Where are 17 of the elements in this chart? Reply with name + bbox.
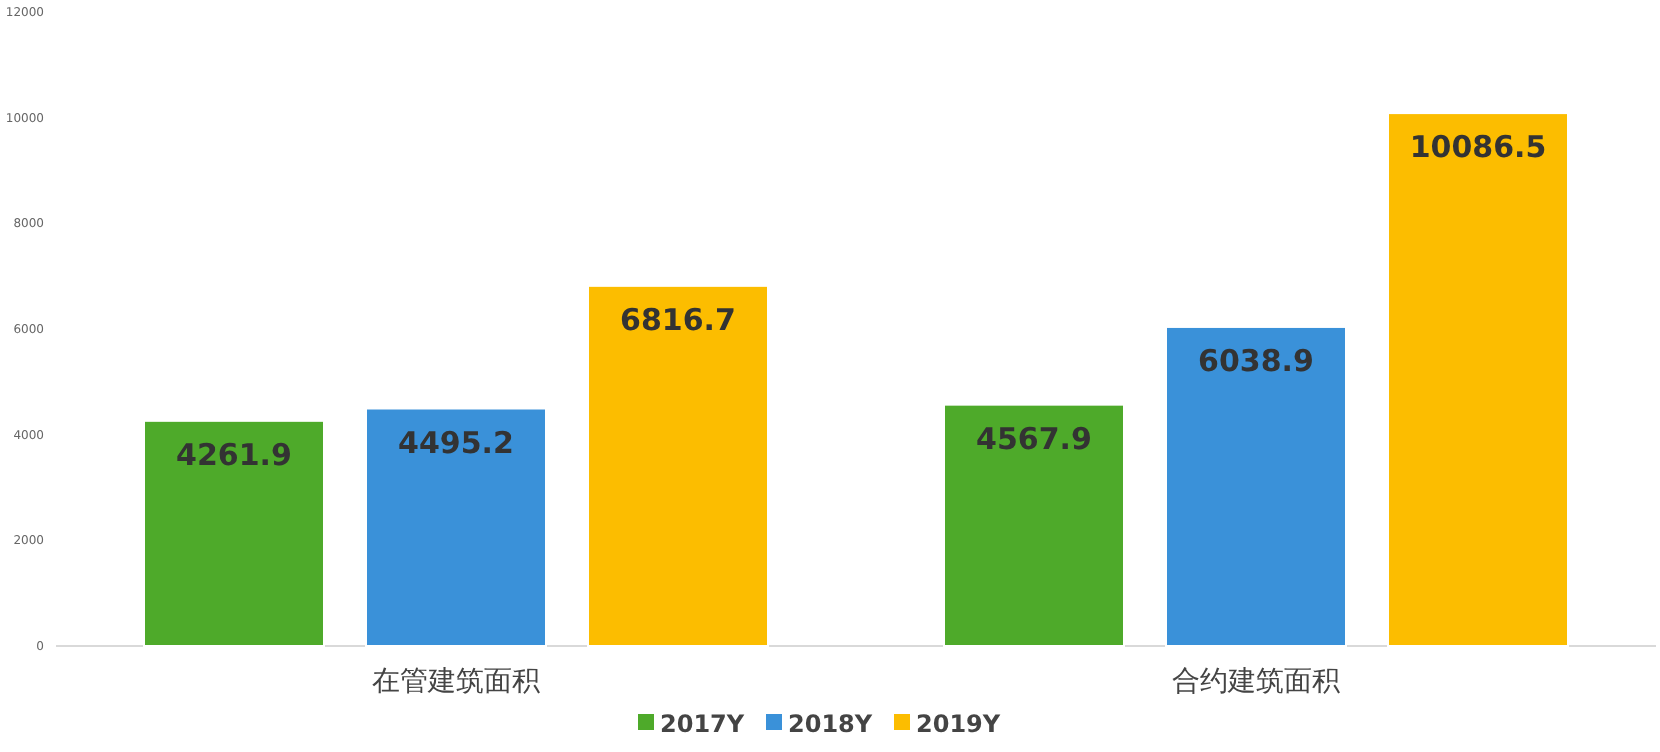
data-label: 4261.9 — [176, 436, 292, 473]
bar — [1387, 112, 1569, 647]
bar — [943, 403, 1125, 647]
data-label: 6038.9 — [1198, 342, 1314, 379]
data-label: 4567.9 — [976, 420, 1092, 457]
x-tick-label: 合约建筑面积 — [1172, 666, 1340, 698]
legend-label: 2018Y — [788, 710, 873, 738]
data-label: 4495.2 — [398, 424, 514, 461]
bar — [587, 284, 769, 647]
legend-label: 2019Y — [916, 710, 1001, 738]
x-tick-label: 在管建筑面积 — [372, 666, 540, 698]
legend-label: 2017Y — [660, 710, 745, 738]
bar — [365, 407, 547, 647]
bar — [143, 419, 325, 647]
data-label: 6816.7 — [620, 301, 736, 338]
data-label: 10086.5 — [1409, 129, 1547, 166]
bar — [1165, 325, 1347, 647]
